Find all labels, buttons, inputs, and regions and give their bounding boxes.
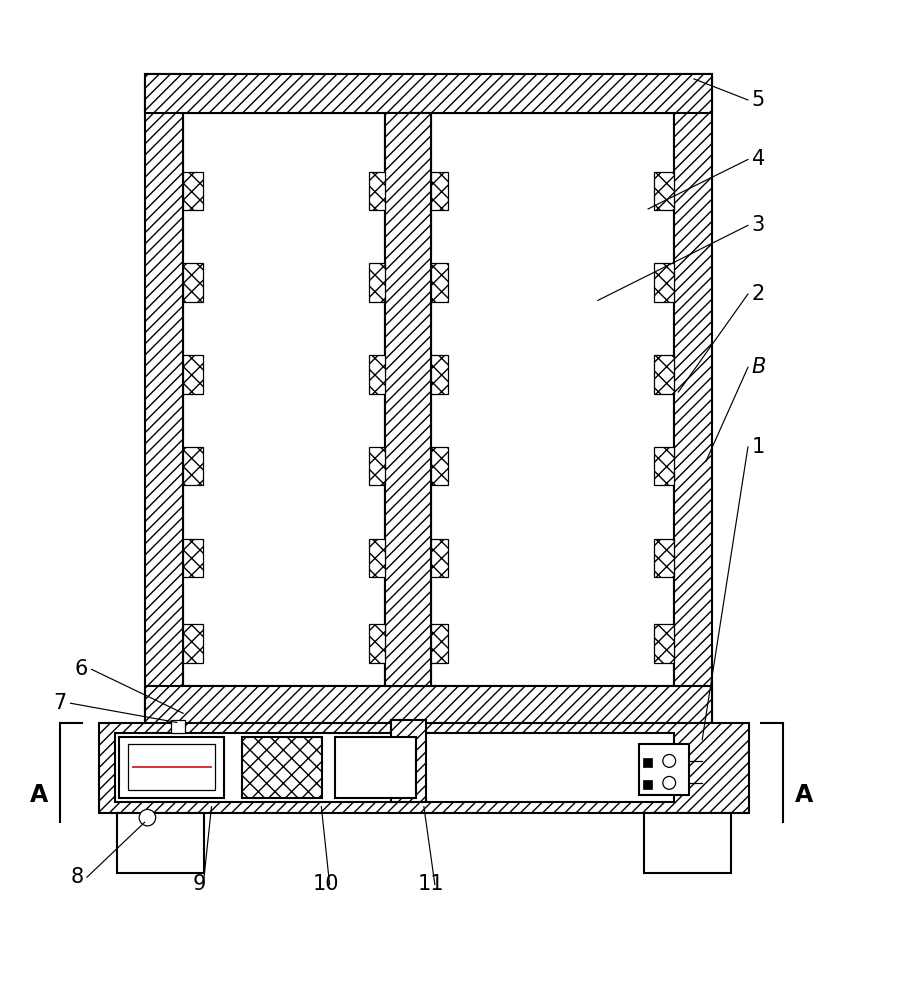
Text: 8: 8 [70,867,83,887]
Bar [241,737,322,798]
Bar [369,172,385,210]
Bar [654,447,674,485]
Text: 2: 2 [752,284,764,304]
Bar [643,758,652,767]
Bar [183,539,204,577]
Text: A: A [30,783,49,807]
Bar [171,720,185,733]
Text: 10: 10 [313,874,339,894]
Bar [183,355,204,394]
Text: 5: 5 [752,90,764,110]
Text: 7: 7 [53,693,67,713]
Bar [654,263,674,302]
Bar [431,624,448,663]
Circle shape [139,809,156,826]
Text: 11: 11 [418,874,445,894]
Text: 6: 6 [75,659,87,679]
Bar [639,744,689,795]
Text: 4: 4 [752,149,764,169]
Bar [385,113,431,686]
Bar [369,447,385,485]
Circle shape [663,754,676,767]
Bar [117,813,204,873]
Bar [674,74,712,724]
Bar [99,723,749,813]
Bar [145,74,712,113]
Bar [431,263,448,302]
Bar [369,263,385,302]
Bar [183,172,204,210]
Bar [145,686,712,724]
Text: A: A [795,783,813,807]
Bar [369,624,385,663]
Bar [183,113,385,686]
Bar [431,447,448,485]
Bar [369,539,385,577]
Bar [128,744,216,790]
Bar [431,113,674,686]
Bar [654,539,674,577]
Bar [644,813,730,873]
Bar [145,74,183,724]
Bar [119,737,225,798]
Bar [369,355,385,394]
Bar [431,539,448,577]
Bar [431,172,448,210]
Text: 9: 9 [192,874,206,894]
Bar [115,733,674,802]
Circle shape [663,776,676,789]
Bar [183,263,204,302]
Bar [643,780,652,789]
Bar [335,737,415,798]
Text: B: B [752,357,766,377]
Bar [183,624,204,663]
Bar [654,355,674,394]
Bar [654,172,674,210]
Text: 1: 1 [752,437,764,457]
Bar [183,447,204,485]
Text: 3: 3 [752,215,764,235]
Bar [654,624,674,663]
Bar [431,355,448,394]
Bar [391,720,426,802]
